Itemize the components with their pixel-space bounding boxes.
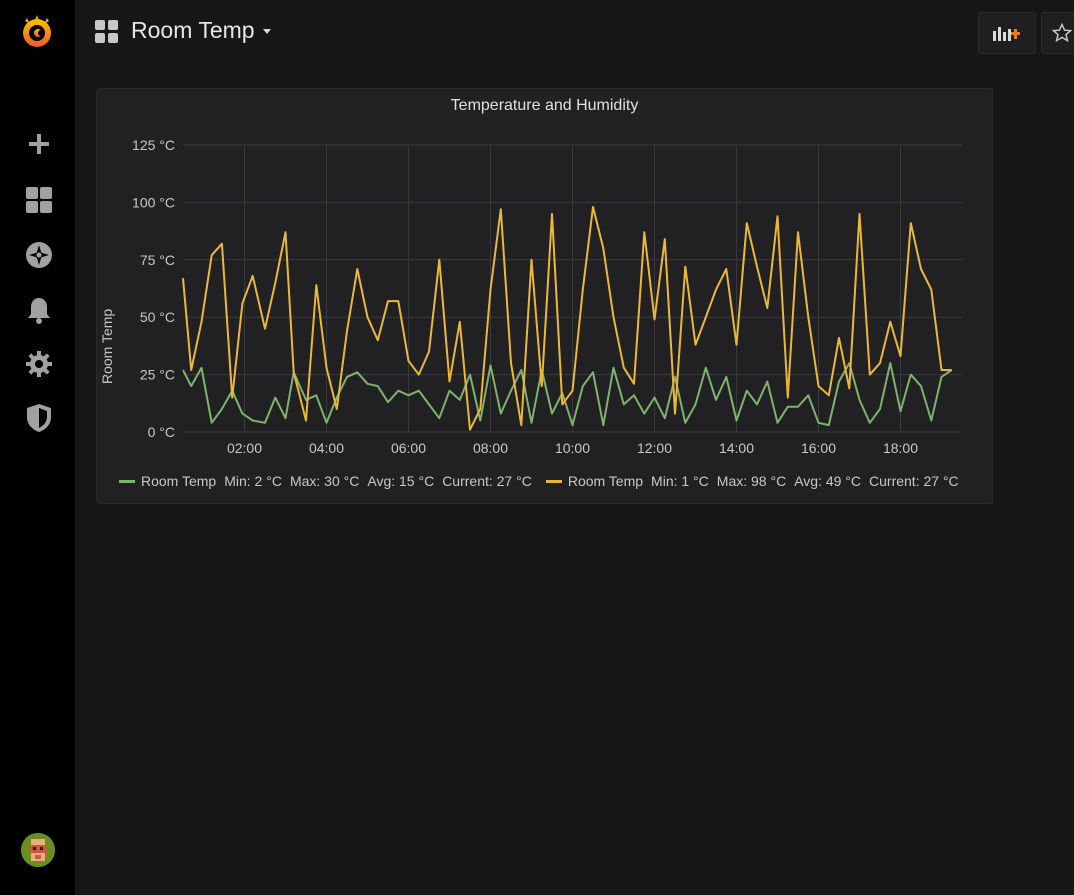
y-tick-label: 100 °C <box>132 194 175 210</box>
x-tick-label: 10:00 <box>555 440 590 456</box>
x-tick-label: 06:00 <box>391 440 426 456</box>
plus-icon[interactable] <box>21 126 57 162</box>
graph-panel: Temperature and Humidity Room Temp 0 °C 2… <box>96 88 993 504</box>
legend-swatch-green <box>119 479 135 483</box>
x-tick-label: 12:00 <box>637 440 672 456</box>
y-tick-label: 75 °C <box>140 252 175 268</box>
explore-icon[interactable] <box>21 237 57 273</box>
x-tick-label: 16:00 <box>801 440 836 456</box>
x-tick-label: 18:00 <box>883 440 918 456</box>
legend-avg: Avg: 49 °C <box>794 473 862 489</box>
y-tick-label: 50 °C <box>140 309 175 325</box>
shield-icon[interactable] <box>21 400 57 436</box>
line-chart[interactable]: 0 °C 25 °C 50 °C 75 °C 100 °C 125 °C 02:00 04:0… <box>97 89 992 469</box>
gear-icon[interactable] <box>21 346 57 382</box>
panel-title[interactable]: Temperature and Humidity <box>450 97 639 114</box>
legend-series-name: Room Temp <box>141 473 217 489</box>
chevron-down-icon <box>262 29 271 35</box>
legend-series-name: Room Temp <box>567 473 644 489</box>
top-bar: Room Temp <box>75 0 1074 65</box>
series-line-2 <box>182 206 952 431</box>
legend-max: Max: 98 °C <box>716 473 787 489</box>
legend-avg: Avg: 15 °C <box>367 473 435 489</box>
y-tick-label: 125 °C <box>132 137 175 153</box>
bar-chart-plus-icon <box>993 27 1020 41</box>
dashboards-icon[interactable] <box>21 182 57 218</box>
star-button[interactable] <box>1041 12 1074 54</box>
legend-min: Min: 2 °C <box>224 473 282 489</box>
x-tick-label: 02:00 <box>227 440 262 456</box>
grafana-logo-icon[interactable] <box>17 12 57 52</box>
x-tick-label: 14:00 <box>719 440 754 456</box>
sidebar <box>0 0 75 895</box>
star-icon <box>1052 23 1072 43</box>
series-line-1 <box>182 362 953 427</box>
avatar[interactable] <box>21 833 55 867</box>
legend-item-series-1[interactable]: Room Temp Min: 2 °C Max: 30 °C Avg: 15 °… <box>119 473 532 489</box>
legend-swatch-yellow <box>545 479 562 483</box>
dashboard-title: Room Temp <box>131 17 255 43</box>
legend-min: Min: 1 °C <box>651 473 709 489</box>
legend-current: Current: 27 °C <box>442 473 532 489</box>
y-tick-label: 25 °C <box>140 367 175 383</box>
legend-current: Current: 27 °C <box>869 473 959 489</box>
y-tick-label: 0 °C <box>148 424 175 440</box>
dashboard-title-dropdown[interactable]: Room Temp <box>131 17 271 44</box>
bell-icon[interactable] <box>21 292 57 328</box>
x-tick-label: 08:00 <box>473 440 508 456</box>
x-tick-label: 04:00 <box>309 440 344 456</box>
legend-item-series-2[interactable]: Room Temp Min: 1 °C Max: 98 °C Avg: 49 °… <box>545 473 959 489</box>
add-panel-button[interactable] <box>978 12 1036 54</box>
legend-max: Max: 30 °C <box>289 473 360 489</box>
legend: Room Temp Min: 2 °C Max: 30 °C Avg: 15 °… <box>119 473 959 489</box>
dashboard-grid-icon <box>95 20 119 44</box>
